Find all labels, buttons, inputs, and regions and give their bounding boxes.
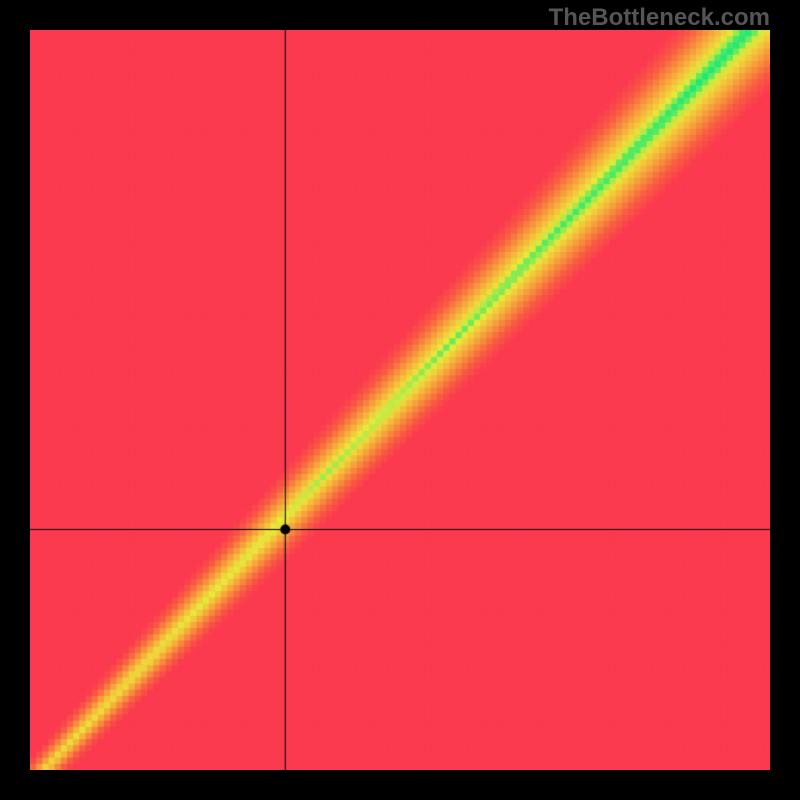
heatmap-canvas [30, 30, 770, 770]
plot-area [30, 30, 770, 770]
chart-container: TheBottleneck.com [0, 0, 800, 800]
watermark-text: TheBottleneck.com [549, 4, 770, 32]
